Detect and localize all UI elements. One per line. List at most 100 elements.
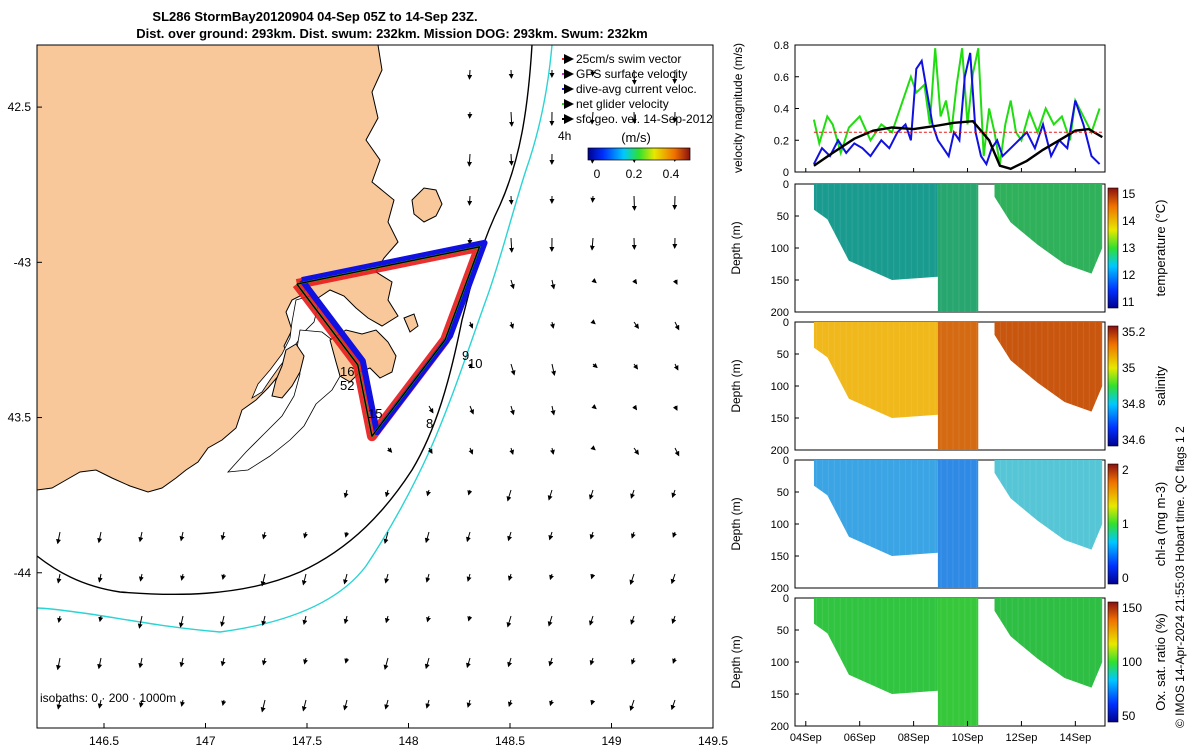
velocity-y-axis: 0 0.2 0.4 0.6 0.8 xyxy=(774,40,799,179)
sfc-arrow xyxy=(343,489,349,499)
land-islet-north xyxy=(403,313,419,333)
sfc-arrow xyxy=(629,573,635,586)
sfc-arrow xyxy=(261,657,267,666)
sfc-arrow xyxy=(468,321,474,329)
sfc-arrow xyxy=(674,321,680,331)
sfc-arrow xyxy=(671,489,677,499)
sfc-arrow xyxy=(467,153,473,167)
sfc-arrow xyxy=(589,237,595,251)
sfc-arrow xyxy=(630,615,635,625)
section-y-tick-label: 100 xyxy=(771,243,789,255)
sfc-arrow xyxy=(509,111,515,127)
sfc-arrow xyxy=(590,699,596,706)
sfc-arrow xyxy=(301,699,307,712)
sfc-arrow xyxy=(633,363,639,370)
sfc-arrow xyxy=(138,699,144,708)
speed-colorbar: (m/s) 0 0.2 0.4 xyxy=(587,130,691,181)
section-colorbar-tick: 14 xyxy=(1122,214,1136,228)
sfc-arrow xyxy=(507,531,513,542)
section-colorbar-label: chl-a (mg m-3) xyxy=(1153,482,1168,567)
section-colorbar-tick: 34.8 xyxy=(1122,397,1146,411)
sfc-arrow xyxy=(384,699,390,710)
section-ylabel: Depth (m) xyxy=(729,359,743,412)
sfc-arrow xyxy=(590,573,596,580)
track-label: 9 xyxy=(462,348,469,363)
sfc-arrow xyxy=(466,657,471,669)
section-colorbar-tick: 34.6 xyxy=(1122,433,1146,447)
sfc-arrow xyxy=(383,657,389,670)
sfc-arrow xyxy=(506,615,512,628)
sfc-arrow xyxy=(551,363,556,377)
section-colorbar-tick: 15 xyxy=(1122,187,1136,201)
figure-title-line1: SL286 StormBay20120904 04-Sep 05Z to 14-… xyxy=(152,9,477,24)
sfc-arrow xyxy=(466,531,471,543)
sfc-arrow xyxy=(425,699,431,709)
sfc-arrow xyxy=(179,531,185,542)
velocity-ylabel: velocity magnitude (m/s) xyxy=(731,43,745,173)
sfc-arrow xyxy=(137,615,143,629)
legend-label: GPS surface velocity xyxy=(576,67,687,81)
sfc-arrow xyxy=(589,111,595,125)
sfc-arrow xyxy=(550,279,556,290)
section-colorbar-tick: 2 xyxy=(1122,463,1129,477)
sfc-arrow xyxy=(138,573,144,582)
sfc-arrow xyxy=(507,573,513,581)
velocity-y-tick-label: 0.4 xyxy=(774,104,789,116)
sfc-arrow xyxy=(221,699,227,706)
section-colorbar-tick: 50 xyxy=(1122,709,1136,723)
section-colorbar-tick: 100 xyxy=(1122,655,1142,669)
sfc-arrow xyxy=(510,363,516,376)
sfc-arrow xyxy=(301,573,307,586)
map-y-tick-label: -43 xyxy=(14,255,32,269)
sfc-arrow xyxy=(630,489,635,499)
section-colorbar-tick: 11 xyxy=(1122,295,1135,309)
velocity-series-line xyxy=(813,52,1101,167)
sfc-arrow xyxy=(467,489,473,496)
sfc-arrow xyxy=(467,195,473,206)
land-tasmania xyxy=(37,45,399,493)
sfc-arrow xyxy=(672,405,678,411)
sfc-arrow xyxy=(344,657,350,664)
track-label: 16 xyxy=(340,364,354,379)
land-maria-island xyxy=(411,187,443,223)
sfc-arrow xyxy=(424,531,430,544)
section-band xyxy=(937,460,979,588)
section-ylabel: Depth (m) xyxy=(729,635,743,688)
sfc-arrow xyxy=(97,699,103,709)
sfc-arrow xyxy=(384,573,390,584)
section-y-tick-label: 200 xyxy=(771,721,789,733)
sfc-arrow xyxy=(343,615,349,625)
section-colorbar-tick: 1 xyxy=(1122,517,1129,531)
sfc-arrow xyxy=(672,279,678,285)
sfc-arrow xyxy=(387,447,393,453)
sfc-arrow xyxy=(550,405,556,416)
sfc-arrow xyxy=(630,657,636,665)
section-y-tick-label: 50 xyxy=(777,625,789,637)
sfc-arrow xyxy=(674,447,680,457)
section-y-tick-label: 150 xyxy=(771,689,789,701)
sfc-arrow xyxy=(261,615,267,626)
sfc-arrow xyxy=(507,657,513,668)
section-colorbar xyxy=(1107,325,1119,447)
sfc-arrow xyxy=(180,699,185,707)
section-y-tick-label: 150 xyxy=(771,275,789,287)
sfc-arrow xyxy=(672,657,677,664)
track-label: 8 xyxy=(426,416,433,431)
sfc-arrow xyxy=(589,531,595,540)
map-x-tick-label: 146.5 xyxy=(89,734,119,748)
legend-extra-4h: 4h xyxy=(558,129,571,143)
map-x-tick-label: 148.5 xyxy=(495,734,525,748)
figure-title-line2: Dist. over ground: 293km. Dist. swum: 23… xyxy=(136,26,648,41)
section-colorbar-label: salinity xyxy=(1153,366,1168,406)
track-line xyxy=(296,246,481,437)
speed-colorbar-tick-0: 0 xyxy=(594,167,601,181)
sfc-arrow xyxy=(509,279,515,290)
section-y-tick-label: 50 xyxy=(777,211,789,223)
map-frame xyxy=(36,44,714,729)
sfc-arrow xyxy=(547,615,553,627)
sfc-arrow xyxy=(631,195,637,211)
section-panel: 0 50 100 150 200 Depth (m) 15 14 13 12 11 temperatu… xyxy=(729,179,1168,319)
sfc-arrow xyxy=(509,405,515,416)
